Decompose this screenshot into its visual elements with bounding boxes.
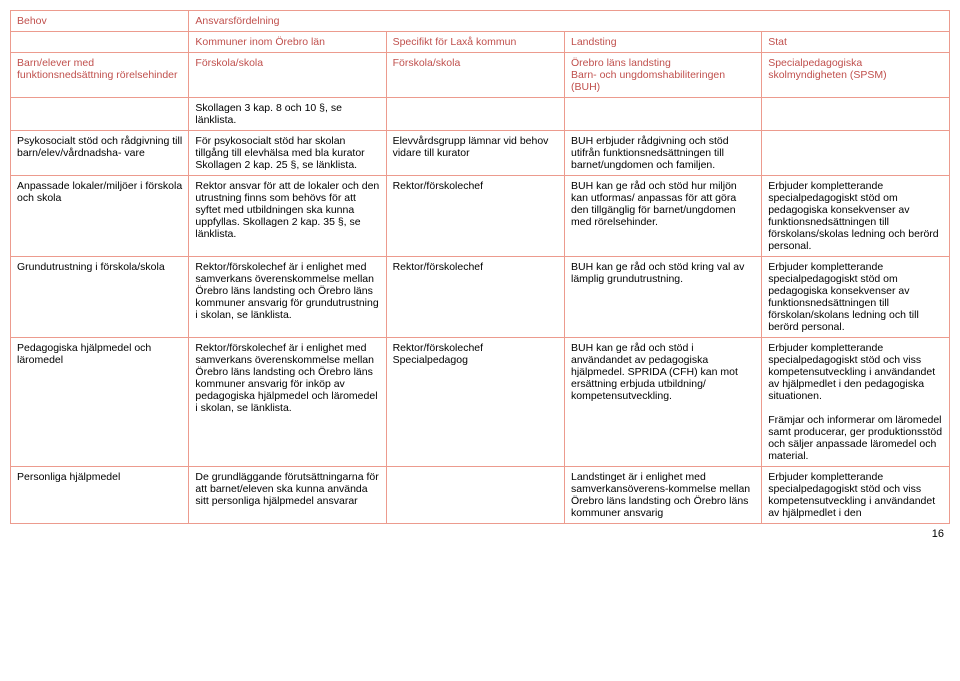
header-empty	[11, 32, 189, 53]
table-row: Grundutrustning i förskola/skola Rektor/…	[11, 257, 950, 338]
group-land: Örebro läns landstingBarn- och ungdomsha…	[565, 53, 762, 98]
cell-spec: Rektor/förskolechef	[386, 176, 564, 257]
responsibility-table: Behov Ansvarsfördelning Kommuner inom Ör…	[10, 10, 950, 524]
cell-behov	[11, 98, 189, 131]
table-row: Pedagogiska hjälpmedel och läromedel Rek…	[11, 338, 950, 467]
cell-land: BUH kan ge råd och stöd kring val av läm…	[565, 257, 762, 338]
cell-land: Landstinget är i enlighet med samverkans…	[565, 467, 762, 524]
cell-land: BUH erbjuder rådgivning och stöd utifrån…	[565, 131, 762, 176]
group-spec: Förskola/skola	[386, 53, 564, 98]
table-row: Anpassade lokaler/miljöer i förskola och…	[11, 176, 950, 257]
cell-stat: Erbjuder kompletterande specialpedagogis…	[762, 338, 950, 467]
table-row: Personliga hjälpmedel De grundläggande f…	[11, 467, 950, 524]
cell-behov: Grundutrustning i förskola/skola	[11, 257, 189, 338]
cell-land: BUH kan ge råd och stöd i användandet av…	[565, 338, 762, 467]
cell-kom: Rektor/förskolechef är i enlighet med sa…	[189, 338, 386, 467]
cell-spec	[386, 98, 564, 131]
cell-stat	[762, 98, 950, 131]
cell-behov: Anpassade lokaler/miljöer i förskola och…	[11, 176, 189, 257]
cell-spec: Rektor/förskolechef	[386, 257, 564, 338]
cell-kom: Rektor ansvar för att de lokaler och den…	[189, 176, 386, 257]
header-kommuner: Kommuner inom Örebro län	[189, 32, 386, 53]
table-row: Psykosocialt stöd och rådgivning till ba…	[11, 131, 950, 176]
cell-stat: Erbjuder kompletterande specialpedagogis…	[762, 257, 950, 338]
header-specifikt: Specifikt för Laxå kommun	[386, 32, 564, 53]
cell-stat	[762, 131, 950, 176]
cell-spec: Rektor/förskolechefSpecialpedagog	[386, 338, 564, 467]
cell-behov: Personliga hjälpmedel	[11, 467, 189, 524]
header-row-1: Behov Ansvarsfördelning	[11, 11, 950, 32]
group-behov: Barn/elever med funktionsnedsättning rör…	[11, 53, 189, 98]
cell-kom: Rektor/förskolechef är i enlighet med sa…	[189, 257, 386, 338]
cell-kom: De grundläggande förutsättningarna för a…	[189, 467, 386, 524]
group-header-row: Barn/elever med funktionsnedsättning rör…	[11, 53, 950, 98]
cell-behov: Pedagogiska hjälpmedel och läromedel	[11, 338, 189, 467]
group-stat: Specialpedagogiska skolmyndigheten (SPSM…	[762, 53, 950, 98]
cell-kom: Skollagen 3 kap. 8 och 10 §, se länklist…	[189, 98, 386, 131]
cell-land: BUH kan ge råd och stöd hur miljön kan u…	[565, 176, 762, 257]
header-stat: Stat	[762, 32, 950, 53]
header-ansvars: Ansvarsfördelning	[189, 11, 950, 32]
header-landsting: Landsting	[565, 32, 762, 53]
cell-stat: Erbjuder kompletterande specialpedagogis…	[762, 467, 950, 524]
cell-spec: Elevvårdsgrupp lämnar vid behov vidare t…	[386, 131, 564, 176]
page-number: 16	[10, 528, 950, 540]
group-kom: Förskola/skola	[189, 53, 386, 98]
cell-kom: För psykosocialt stöd har skolan tillgån…	[189, 131, 386, 176]
header-row-2: Kommuner inom Örebro län Specifikt för L…	[11, 32, 950, 53]
cell-land	[565, 98, 762, 131]
table-row: Skollagen 3 kap. 8 och 10 §, se länklist…	[11, 98, 950, 131]
cell-behov: Psykosocialt stöd och rådgivning till ba…	[11, 131, 189, 176]
cell-spec	[386, 467, 564, 524]
cell-stat: Erbjuder kompletterande specialpedagogis…	[762, 176, 950, 257]
header-behov: Behov	[11, 11, 189, 32]
